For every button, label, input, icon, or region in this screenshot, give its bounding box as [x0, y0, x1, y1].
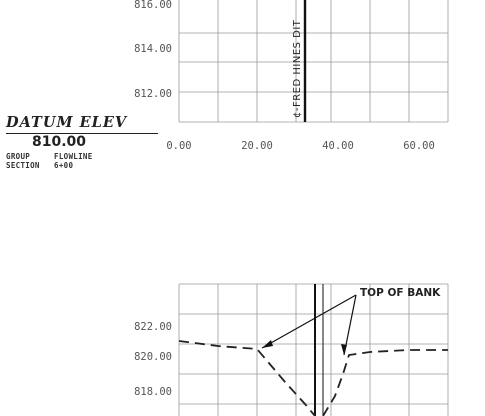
section-value: 6+00	[54, 161, 73, 170]
ground-profile-right	[323, 350, 448, 416]
elevation-tick-label: 820.00	[134, 351, 172, 363]
centerline-label: ¢-FRED HINES DIT	[292, 19, 303, 118]
station-tick-label: 20.00	[241, 140, 273, 152]
station-tick-label: 0.00	[166, 140, 191, 152]
elevation-tick-label: 818.00	[134, 386, 172, 398]
group-value: FLOWLINE	[54, 152, 93, 161]
upper-section-grid	[179, 0, 448, 122]
callout-arrowhead-right	[341, 344, 347, 355]
elevation-tick-label: 816.00	[134, 0, 172, 11]
elevation-tick-label: 814.00	[134, 43, 172, 55]
callout-leader-left	[262, 295, 356, 348]
datum-title: DATUM ELEV	[6, 114, 166, 131]
top-of-bank-callout: TOP OF BANK	[360, 287, 441, 299]
elevation-tick-label: 812.00	[134, 88, 172, 100]
group-label: GROUP	[6, 152, 30, 161]
datum-value: 810.00	[32, 134, 86, 150]
station-tick-label: 60.00	[403, 140, 435, 152]
ground-profile-left	[179, 341, 315, 416]
elevation-tick-label: 822.00	[134, 321, 172, 333]
lower-section-grid	[179, 284, 448, 416]
section-label: SECTION	[6, 161, 40, 170]
station-tick-label: 40.00	[322, 140, 354, 152]
datum-block: DATUM ELEV 810.00 GROUP FLOWLINE SECTION…	[6, 114, 166, 131]
